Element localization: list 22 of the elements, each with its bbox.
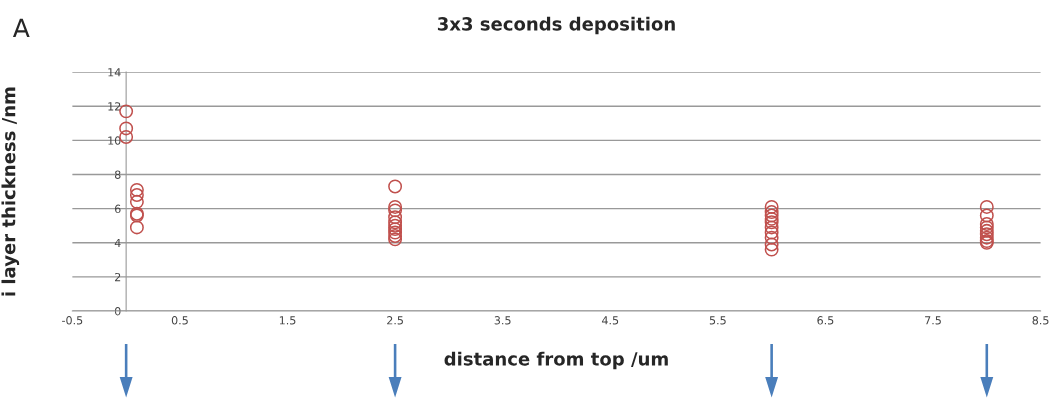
y-tick-label: 14 xyxy=(108,68,121,77)
text: A xyxy=(12,18,30,38)
y-tick-label: 8 xyxy=(114,170,121,179)
y-tick-label: 0 xyxy=(114,307,121,316)
x-tick-label: -0.5 xyxy=(62,316,83,325)
x-tick-label: 1.5 xyxy=(279,316,296,325)
x-tick-label: 4.5 xyxy=(601,316,619,325)
y-tick-label: 12 xyxy=(108,102,121,111)
x-tick-label: 0.5 xyxy=(171,316,188,325)
y-tick-label: 10 xyxy=(108,136,121,145)
x-tick-label: 2.5 xyxy=(387,316,403,325)
y-tick-label: 2 xyxy=(115,272,121,282)
y-tick-label: 6 xyxy=(114,204,121,214)
x-tick-label: 5.5 xyxy=(709,316,726,325)
y-axis-title: i layer thickness /nm xyxy=(1,87,20,296)
x-tick-label: 7.5 xyxy=(925,316,941,325)
x-tick-label: 8.5 xyxy=(1032,316,1049,325)
x-tick-label: 6.5 xyxy=(817,316,834,325)
y-tick-label: 4 xyxy=(114,238,121,248)
x-axis-title: distance from top /um xyxy=(444,351,668,370)
chart-title: 3x3 seconds deposition xyxy=(437,16,675,35)
x-tick-label: 3.5 xyxy=(494,316,511,325)
